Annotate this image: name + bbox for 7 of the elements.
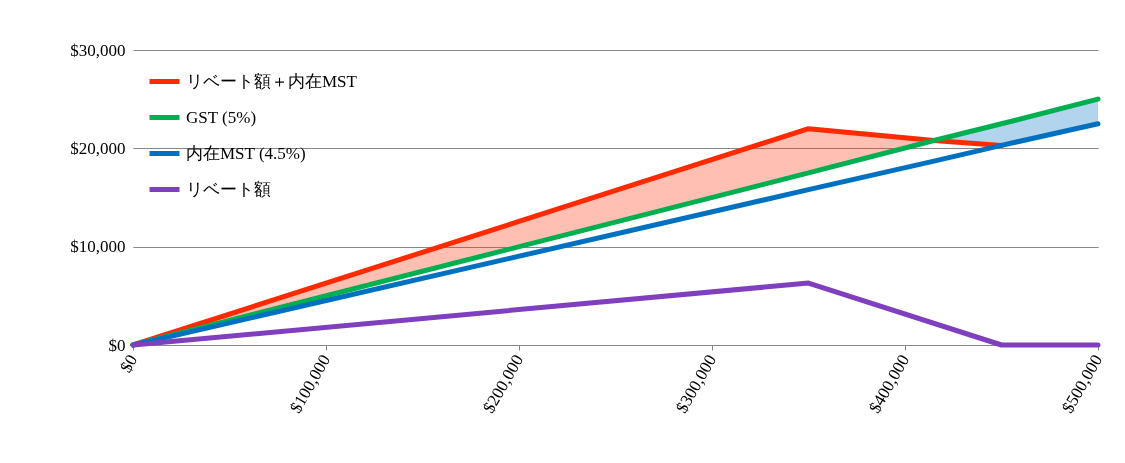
legend-label: リベート額: [186, 179, 271, 199]
legend-label: 内在MST (4.5%): [186, 143, 306, 163]
y-tick-label: $20,000: [70, 138, 126, 158]
y-tick-label: $10,000: [70, 237, 126, 257]
legend-label: GST (5%): [186, 107, 257, 127]
y-tick-label: $30,000: [70, 40, 126, 60]
legend-label: リベート額＋内在MST: [186, 71, 358, 91]
